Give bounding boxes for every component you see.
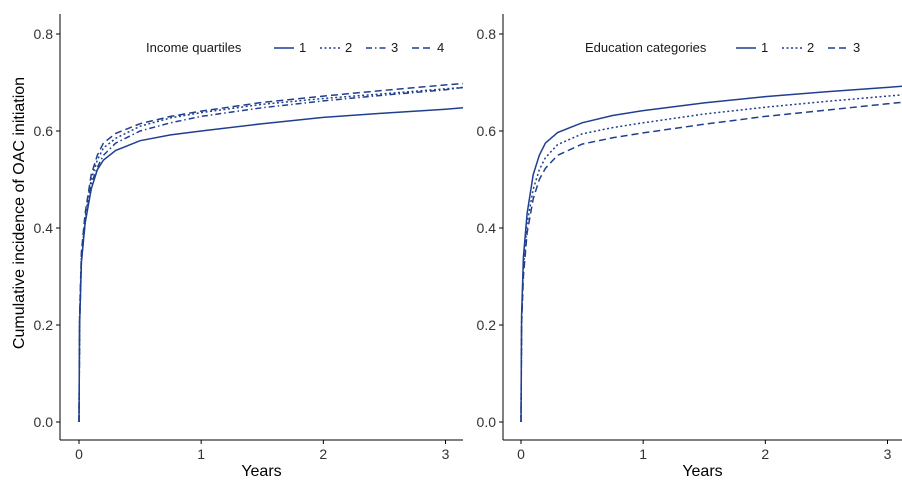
y-tick-label: 0.2: [34, 317, 54, 333]
x-tick-label: 1: [639, 446, 647, 462]
x-tick-label: 2: [761, 446, 769, 462]
panel-income-quartiles: 0.0 0.2 0.4 0.6 0.8 0 1 2 3 Years Cumulative incid…: [11, 14, 463, 480]
series-line-3: [78, 86, 463, 423]
y-tick-label: 0.6: [477, 123, 497, 139]
legend-label-3: 3: [853, 40, 860, 55]
series-line-1: [78, 107, 463, 423]
legend-label-2: 2: [345, 40, 352, 55]
series-line-2: [520, 94, 902, 423]
x-tick-label: 2: [319, 446, 327, 462]
x-tick-label: 3: [442, 446, 450, 462]
x-tick-label: 1: [197, 446, 205, 462]
y-tick-label: 0.6: [34, 123, 54, 139]
series-line-1: [520, 85, 902, 423]
y-tick-label: 0.4: [477, 220, 497, 236]
y-tick-label: 0.2: [477, 317, 497, 333]
x-tick-label: 3: [884, 446, 892, 462]
x-tick-label: 0: [517, 446, 525, 462]
y-tick-label: 0.8: [34, 26, 54, 42]
y-tick-label: 0.4: [34, 220, 54, 236]
legend-label-4: 4: [437, 40, 444, 55]
series-line-3: [520, 101, 902, 423]
legend-title: Income quartiles: [146, 40, 242, 55]
legend-label-1: 1: [761, 40, 768, 55]
series-line-4: [78, 82, 463, 423]
legend-title: Education categories: [585, 40, 707, 55]
y-axis-title: Cumulative incidence of OAC initiation: [11, 77, 28, 349]
legend-label-1: 1: [299, 40, 306, 55]
y-tick-label: 0.0: [477, 414, 497, 430]
x-tick-label: 0: [75, 446, 83, 462]
y-tick-label: 0.0: [34, 414, 54, 430]
legend: Education categories 1 2 3: [585, 40, 860, 55]
series-line-2: [78, 86, 463, 423]
legend-label-3: 3: [391, 40, 398, 55]
legend: Income quartiles 1 2 3 4: [146, 40, 444, 55]
legend-label-2: 2: [807, 40, 814, 55]
x-axis-title: Years: [682, 463, 722, 480]
y-tick-label: 0.8: [477, 26, 497, 42]
panel-education-categories: 0.0 0.2 0.4 0.6 0.8 0 1 2 3 Years Education catego…: [477, 14, 902, 480]
x-axis-title: Years: [241, 463, 281, 480]
